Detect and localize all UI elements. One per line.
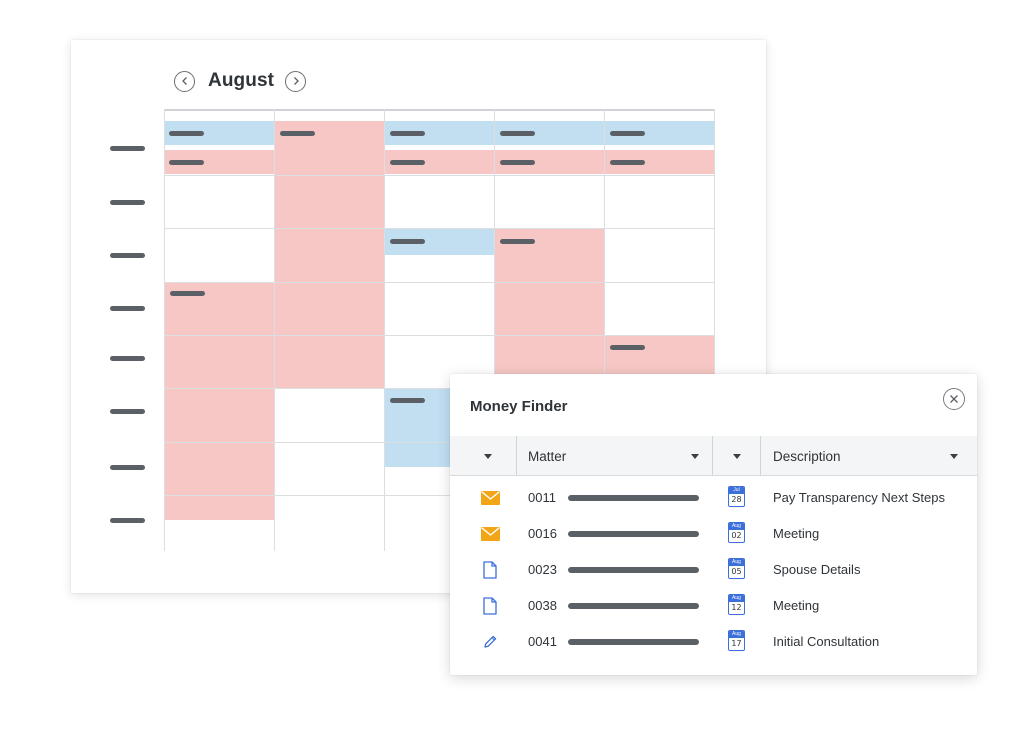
time-slot-label bbox=[110, 146, 145, 151]
column-divider bbox=[516, 436, 517, 476]
event-title-placeholder bbox=[390, 131, 425, 136]
calendar-grid bbox=[164, 109, 715, 551]
grid-column-line bbox=[714, 109, 715, 551]
matter-name-placeholder bbox=[568, 567, 699, 573]
calendar-card: August bbox=[71, 40, 766, 593]
grid-top-border bbox=[164, 109, 715, 111]
matter-name-placeholder bbox=[568, 531, 699, 537]
time-slot-label bbox=[110, 518, 145, 523]
time-slot-label bbox=[110, 253, 145, 258]
row-description: Initial Consultation bbox=[773, 634, 880, 649]
event-title-placeholder bbox=[500, 239, 535, 244]
table-row[interactable]: 0016 Aug 02 Meeting bbox=[450, 516, 977, 552]
row-description: Meeting bbox=[773, 526, 820, 541]
prev-month-button[interactable] bbox=[174, 70, 195, 92]
matter-name-placeholder bbox=[568, 495, 699, 501]
calendar-date-icon: Aug 02 bbox=[728, 522, 745, 543]
matter-number: 0041 bbox=[528, 634, 557, 649]
calendar-event[interactable] bbox=[274, 121, 384, 389]
calendar-date-icon: Aug 12 bbox=[728, 594, 745, 615]
event-title-placeholder bbox=[390, 160, 425, 165]
time-slot-label bbox=[110, 306, 145, 311]
column-header-matter[interactable]: Matter bbox=[528, 448, 567, 464]
matter-number: 0016 bbox=[528, 526, 557, 541]
table-row[interactable]: 0023 Aug 05 Spouse Details bbox=[450, 552, 977, 588]
row-description: Pay Transparency Next Steps bbox=[773, 490, 945, 505]
month-title: August bbox=[208, 70, 275, 91]
time-slot-label bbox=[110, 465, 145, 470]
grid-row-line bbox=[164, 228, 715, 229]
matter-number: 0038 bbox=[528, 598, 557, 613]
type-column-sort[interactable] bbox=[484, 436, 492, 476]
grid-column-line bbox=[164, 109, 165, 551]
chevron-left-icon bbox=[181, 77, 187, 85]
close-icon bbox=[950, 395, 958, 403]
grid-column-line bbox=[274, 109, 275, 551]
grid-row-line bbox=[164, 282, 715, 283]
close-button[interactable] bbox=[943, 388, 965, 410]
envelope-icon bbox=[480, 489, 500, 507]
time-slot-label bbox=[110, 200, 145, 205]
document-icon bbox=[480, 561, 500, 579]
caret-down-icon bbox=[733, 453, 741, 459]
matter-name-placeholder bbox=[568, 639, 699, 645]
event-title-placeholder bbox=[280, 131, 315, 136]
event-title-placeholder bbox=[169, 160, 204, 165]
calendar-header: August bbox=[174, 68, 307, 94]
dialog-title: Money Finder bbox=[470, 398, 568, 415]
event-title-placeholder bbox=[169, 131, 204, 136]
calendar-date-icon: Aug 17 bbox=[728, 630, 745, 651]
event-title-placeholder bbox=[390, 398, 425, 403]
matter-number: 0011 bbox=[528, 490, 556, 505]
grid-row-line bbox=[164, 175, 715, 176]
table-row[interactable]: 0038 Aug 12 Meeting bbox=[450, 588, 977, 624]
calendar-event[interactable] bbox=[604, 335, 715, 375]
document-icon bbox=[480, 597, 500, 615]
pencil-icon bbox=[480, 633, 500, 651]
row-description: Spouse Details bbox=[773, 562, 861, 577]
column-header-description[interactable]: Description bbox=[773, 448, 841, 464]
event-title-placeholder bbox=[610, 131, 645, 136]
grid-row-line bbox=[164, 495, 715, 496]
date-column-sort[interactable] bbox=[733, 436, 741, 476]
chevron-right-icon bbox=[293, 77, 299, 85]
event-title-placeholder bbox=[500, 131, 535, 136]
grid-column-line bbox=[604, 109, 605, 551]
matter-column-sort[interactable] bbox=[691, 436, 699, 476]
column-divider bbox=[760, 436, 761, 476]
table-row[interactable]: 0041 Aug 17 Initial Consultation bbox=[450, 624, 977, 660]
envelope-icon bbox=[480, 525, 500, 543]
event-title-placeholder bbox=[170, 291, 205, 296]
matter-name-placeholder bbox=[568, 603, 699, 609]
description-column-sort[interactable] bbox=[950, 436, 958, 476]
grid-row-line bbox=[164, 442, 715, 443]
table-row[interactable]: 0011 Jul 28 Pay Transparency Next Steps bbox=[450, 480, 977, 516]
event-title-placeholder bbox=[610, 160, 645, 165]
caret-down-icon bbox=[484, 453, 492, 459]
grid-row-line bbox=[164, 335, 715, 336]
matter-number: 0023 bbox=[528, 562, 557, 577]
table-header: Matter Description bbox=[450, 436, 977, 476]
row-description: Meeting bbox=[773, 598, 820, 613]
calendar-event[interactable] bbox=[164, 282, 274, 520]
grid-row-line bbox=[164, 388, 715, 389]
event-title-placeholder bbox=[390, 239, 425, 244]
calendar-date-icon: Jul 28 bbox=[728, 486, 745, 507]
calendar-event[interactable] bbox=[494, 228, 604, 388]
money-finder-dialog: Money Finder Matter Description bbox=[450, 374, 977, 675]
next-month-button[interactable] bbox=[285, 70, 307, 92]
grid-column-line bbox=[494, 109, 495, 551]
caret-down-icon bbox=[691, 453, 699, 459]
event-title-placeholder bbox=[500, 160, 535, 165]
time-slot-label bbox=[110, 409, 145, 414]
grid-column-line bbox=[384, 109, 385, 551]
calendar-date-icon: Aug 05 bbox=[728, 558, 745, 579]
caret-down-icon bbox=[950, 453, 958, 459]
column-divider bbox=[712, 436, 713, 476]
time-slot-label bbox=[110, 356, 145, 361]
event-title-placeholder bbox=[610, 345, 645, 350]
